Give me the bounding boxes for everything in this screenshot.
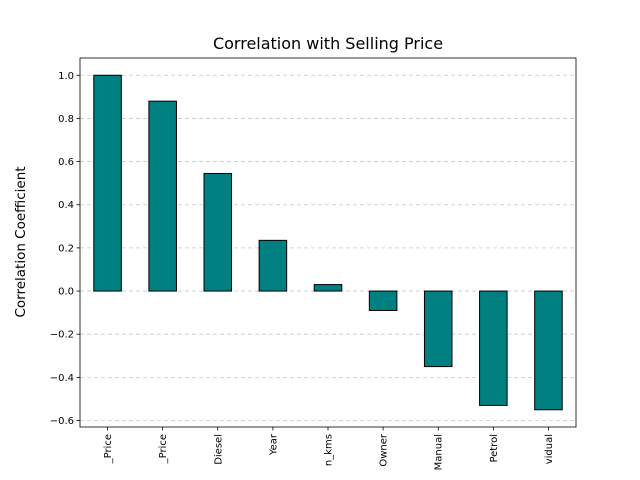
x-tick-label: vidual bbox=[544, 434, 555, 464]
bar bbox=[93, 74, 122, 292]
bar bbox=[258, 239, 288, 292]
chart-title: Correlation with Selling Price bbox=[213, 34, 443, 53]
bar bbox=[534, 290, 563, 411]
y-tick-label: 0.8 bbox=[58, 114, 74, 125]
bar bbox=[368, 290, 398, 311]
x-tick-label: _Price bbox=[158, 434, 169, 464]
bar bbox=[203, 172, 233, 292]
x-tick-label: n_kms bbox=[324, 434, 335, 466]
x-tick-label: Diesel bbox=[213, 434, 224, 465]
axes-frame bbox=[79, 57, 577, 428]
x-tick-label: Petrol bbox=[489, 434, 500, 463]
plot-area: −0.6 −0.4 −0.2 0.0 0.2 0.4 0.6 0.8 1.0 _Price _Pri… bbox=[50, 57, 577, 470]
y-tick-label: 0.6 bbox=[58, 157, 74, 168]
x-tick-label: Manual bbox=[434, 434, 445, 470]
bar bbox=[479, 290, 508, 406]
y-tick-label: −0.4 bbox=[50, 373, 74, 384]
x-tick-label: Year bbox=[268, 433, 279, 456]
bar bbox=[148, 100, 177, 292]
x-tick-label: _Price bbox=[103, 434, 114, 464]
y-tick-label: 0.2 bbox=[58, 243, 74, 254]
y-tick-label: −0.2 bbox=[50, 330, 74, 341]
bar bbox=[313, 284, 343, 292]
y-tick-label: −0.6 bbox=[50, 416, 74, 427]
y-tick-label: 1.0 bbox=[58, 71, 74, 82]
bar bbox=[423, 290, 453, 368]
x-tick-label: Owner bbox=[379, 433, 390, 467]
y-tick-label: 0.0 bbox=[58, 287, 74, 298]
y-axis-label: Correlation Coefficient bbox=[13, 166, 29, 317]
y-tick-label: 0.4 bbox=[58, 200, 74, 211]
